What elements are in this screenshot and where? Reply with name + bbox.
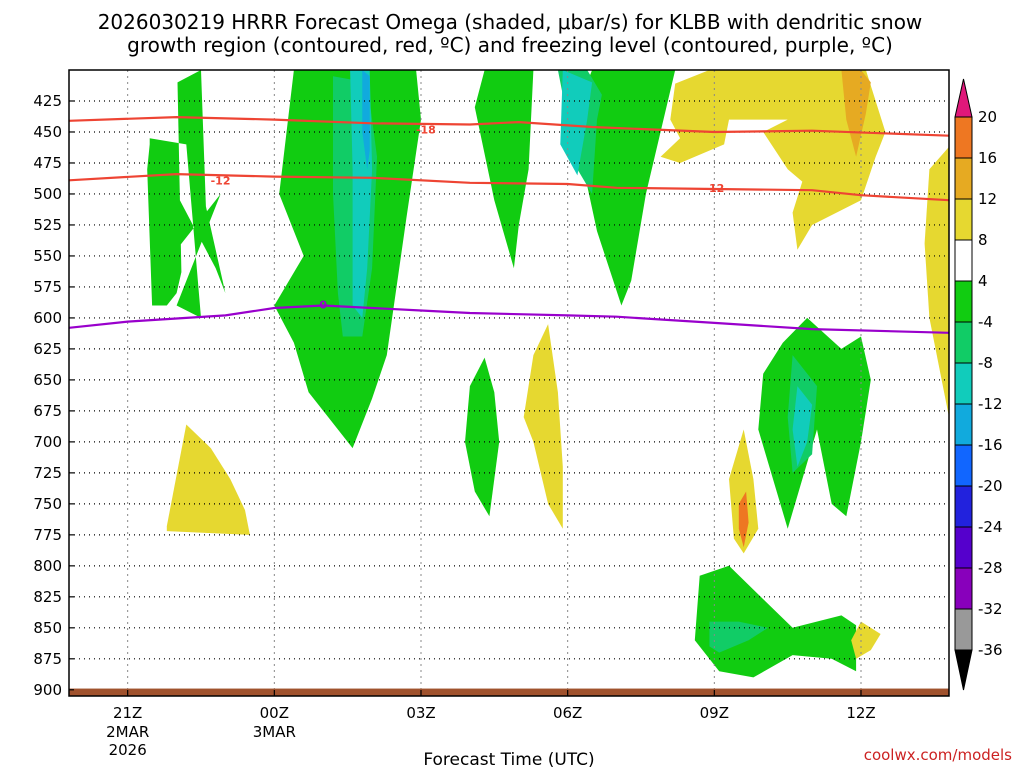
x-tick-label: 06Z [553, 704, 582, 722]
colorbar-swatch [954, 526, 973, 569]
plot-frame [68, 69, 950, 697]
x-tick-label: 12Z [846, 704, 875, 722]
y-tick-label: 850 [33, 619, 62, 637]
colorbar-swatch [954, 321, 973, 364]
colorbar-label: -24 [978, 518, 1003, 536]
colorbar-swatch [954, 198, 973, 241]
y-tick-label: 575 [33, 278, 62, 296]
ground-surface [69, 688, 949, 696]
colorbar-low-triangle [954, 649, 973, 691]
colorbar-high-triangle [954, 78, 973, 118]
colorbar-label: -16 [978, 436, 1003, 454]
omega-region-20 [851, 621, 881, 659]
omega-region-2 [474, 70, 534, 269]
y-tick-label: 875 [33, 650, 62, 668]
colorbar-label: -28 [978, 559, 1003, 577]
y-tick-label: 450 [33, 123, 62, 141]
colorbar-swatch [954, 239, 973, 282]
y-tick-label: 525 [33, 216, 62, 234]
contour-0 [69, 304, 949, 334]
colorbar-swatch [954, 444, 973, 487]
y-tick-label: 600 [33, 309, 62, 327]
colorbar-swatch [954, 485, 973, 528]
omega-region-4 [465, 357, 500, 517]
y-tick-label: 675 [33, 402, 62, 420]
omega-region-14 [362, 70, 370, 170]
y-tick-label: 500 [33, 185, 62, 203]
omega-region-16 [924, 146, 949, 418]
y-tick-label: 650 [33, 371, 62, 389]
omega-shading-layer [147, 70, 949, 678]
colorbar-label: 12 [978, 190, 997, 208]
x-axis-label: Forecast Time (UTC) [423, 750, 594, 768]
x-tick-label: 03Z [406, 704, 435, 722]
y-tick-label: 825 [33, 588, 62, 606]
colorbar-swatch [954, 403, 973, 446]
x-tick-label: 00Z [260, 704, 289, 722]
colorbar-swatch [954, 567, 973, 610]
colorbar-label: -8 [978, 354, 993, 372]
chart-title-line-1: 2026030219 HRRR Forecast Omega (shaded, … [98, 10, 923, 34]
x-tick-label: 2MAR [106, 723, 149, 741]
omega-region-6 [694, 565, 857, 678]
y-tick-label: 625 [33, 340, 62, 358]
omega-region-22 [738, 491, 749, 548]
colorbar-label: 16 [978, 149, 997, 167]
x-tick-label: 09Z [700, 704, 729, 722]
omega-region-17 [166, 424, 250, 535]
omega-region-10 [709, 621, 769, 653]
colorbar-swatch [954, 362, 973, 405]
omega-region-5 [758, 317, 871, 529]
colorbar-label: -32 [978, 600, 1003, 618]
x-tick-label: 2026 [109, 741, 147, 759]
y-tick-label: 775 [33, 526, 62, 544]
y-tick-label: 700 [33, 433, 62, 451]
contour-label: 0 [319, 298, 327, 311]
y-axis-ticks: 425 450 475 500 525 550 575 600 625 650 675 700 725 7… [33, 92, 74, 699]
x-tick-label: 3MAR [253, 723, 296, 741]
x-tick-label: 21Z [113, 704, 142, 722]
colorbar: -36 -32 -28 -24 -20 -16 -12 -8 -4 4 8 12 16 20 [954, 78, 1003, 691]
y-tick-label: 800 [33, 557, 62, 575]
omega-region-12 [560, 70, 593, 176]
contour-label: -18 [416, 124, 436, 137]
contour-label: -12 [704, 182, 724, 195]
colorbar-label: 20 [978, 108, 997, 126]
colorbar-label: -4 [978, 313, 993, 331]
colorbar-label: -20 [978, 477, 1003, 495]
omega-region-18 [523, 324, 563, 529]
omega-region-13 [792, 386, 813, 467]
colorbar-swatch [954, 608, 973, 651]
y-tick-label: 550 [33, 247, 62, 265]
omega-region-21 [841, 70, 871, 157]
y-tick-label: 900 [33, 681, 62, 699]
contour--12 [69, 172, 949, 202]
y-tick-label: 425 [33, 92, 62, 110]
colorbar-label: 4 [978, 272, 988, 290]
credit-link[interactable]: coolwx.com/models [864, 746, 1012, 764]
colorbar-swatch [954, 157, 973, 200]
colorbar-label: 8 [978, 231, 988, 249]
contour-label: -12 [211, 174, 231, 187]
y-tick-label: 475 [33, 154, 62, 172]
colorbar-label: -12 [978, 395, 1003, 413]
colorbar-swatch [954, 116, 973, 159]
colorbar-swatch [954, 280, 973, 323]
colorbar-label: -36 [978, 641, 1003, 659]
omega-region-0 [147, 70, 226, 318]
y-tick-label: 725 [33, 464, 62, 482]
omega-region-15 [660, 70, 886, 250]
ground-layer [69, 688, 949, 696]
y-tick-label: 750 [33, 495, 62, 513]
chart-title-line-2: growth region (contoured, red, ºC) and f… [127, 33, 893, 57]
omega-region-19 [729, 429, 759, 554]
contour--18 [69, 115, 949, 137]
contour-layer: -18 -12 -12 0 [69, 115, 949, 334]
